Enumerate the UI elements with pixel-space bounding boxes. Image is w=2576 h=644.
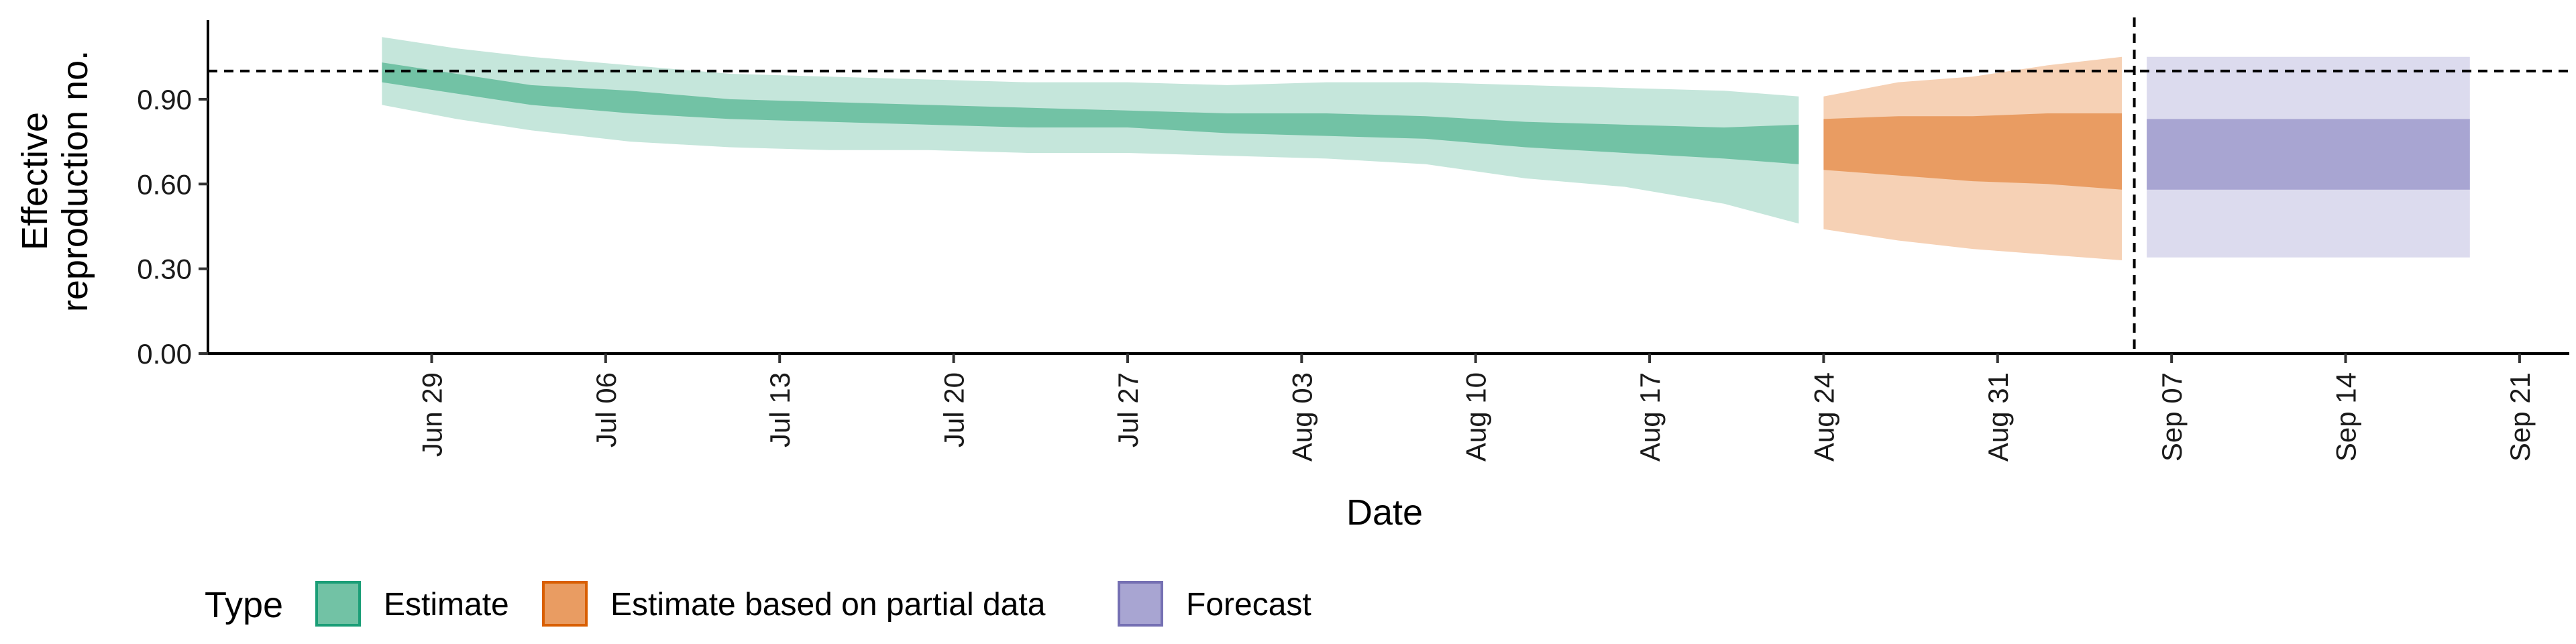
legend-key-forecast (1118, 581, 1163, 627)
legend-key-estimate-based-on-partial-data (542, 581, 588, 627)
legend: Type Estimate Estimate based on partial d… (205, 581, 1311, 627)
tick-labels: 0.00 0.30 0.60 0.90 Jun 29 Jul 06 Jul 13 Jul 20… (137, 84, 2536, 462)
y-tick-label: 0.00 (137, 338, 192, 370)
y-axis-title: Effective reproduction no. (15, 50, 95, 312)
y-tick-label: 0.60 (137, 168, 192, 200)
estimate-inner-band (382, 62, 1799, 164)
estimate-outer-band (382, 37, 1799, 224)
y-axis-title-line-2: reproduction no. (55, 50, 95, 312)
x-tick-label: Aug 24 (1808, 372, 1839, 462)
x-tick-label: Aug 03 (1286, 372, 1318, 462)
ribbon-bands (382, 37, 2470, 261)
x-tick-label: Sep 07 (2156, 372, 2188, 462)
x-tick-label: Jun 29 (416, 372, 447, 457)
y-tick-label: 0.90 (137, 84, 192, 115)
reference-lines (208, 17, 2569, 355)
axes (199, 20, 2569, 363)
x-tick-label: Sep 21 (2504, 372, 2536, 462)
y-axis-title-line-1: Effective (15, 112, 55, 250)
x-tick-label: Jul 13 (764, 372, 796, 447)
x-tick-label: Aug 10 (1460, 372, 1492, 462)
x-tick-label: Sep 14 (2330, 372, 2362, 462)
estimate-based-on-partial-data-inner-band (1823, 113, 2123, 190)
x-axis-title: Date (1346, 492, 1423, 533)
y-tick-label: 0.30 (137, 254, 192, 285)
forecast-inner-band (2147, 119, 2470, 190)
legend-label-estimate-based-on-partial-data: Estimate based on partial data (610, 587, 1046, 623)
x-tick-label: Aug 17 (1634, 372, 1666, 462)
legend-title: Type (205, 585, 283, 625)
x-tick-label: Jul 20 (938, 372, 970, 447)
x-tick-label: Jul 27 (1112, 372, 1144, 447)
legend-label-estimate: Estimate (384, 587, 509, 623)
legend-label-forecast: Forecast (1186, 587, 1311, 623)
x-tick-label: Aug 31 (1982, 372, 2014, 462)
legend-key-estimate (315, 581, 361, 627)
x-tick-label: Jul 06 (590, 372, 622, 447)
